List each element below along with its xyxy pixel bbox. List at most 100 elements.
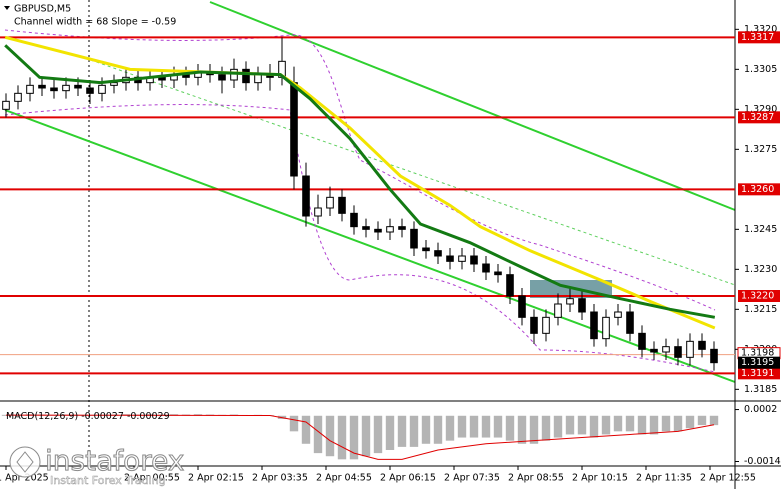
level-label-box [738,367,780,380]
y-tick-label: 1.3230 [744,264,777,275]
candle-body [290,82,298,177]
candle-body [350,212,358,228]
macd-tick-label: -0.00147 [744,456,781,467]
logo-mark [16,451,34,473]
macd-bar [661,415,671,432]
y-tick-label: 1.3185 [744,384,777,395]
macd-bar [409,415,419,447]
level-label-box [738,290,780,302]
macd-signal [5,414,715,460]
candle-body [590,311,598,340]
chart-subtitle: Channel width = 68 Slope = -0.59 [14,17,176,28]
watermark-brand: instaforex [45,444,184,477]
y-tick-label: 1.3320 [744,24,777,35]
macd-bar [685,415,695,429]
level-label: 1.3191 [741,368,774,379]
candle-body [602,316,610,340]
candle-body [626,311,634,334]
candle-body [542,316,550,334]
candle-body [458,255,466,262]
candle-body [494,271,502,276]
macd-bar [385,415,395,450]
candle-body [98,84,106,94]
candle-body [314,207,322,217]
x-tick-label: 2 Apr 06:15 [380,473,436,484]
macd-bar [577,415,587,435]
macd-bar [373,415,383,454]
macd-main: -0.00027 [81,411,124,422]
macd-bar [457,415,467,438]
candle-body [518,295,526,318]
macd-bar [325,415,335,457]
macd-signal-value: -0.00029 [127,411,170,422]
macd-bar [289,415,299,432]
macd-bar [541,415,551,441]
candle-body [254,74,262,84]
macd-bar [349,415,359,460]
macd-bar [433,415,443,444]
y-tick-label: 1.3290 [744,104,777,115]
macd-bar [697,415,707,426]
menu-arrow [4,6,10,10]
level-label: 1.3287 [741,112,774,123]
level-label: 1.3317 [741,32,774,43]
level-label-box [738,183,780,196]
x-tick-label: 2 Apr 04:55 [316,473,372,484]
candle-body [422,247,430,252]
candle-body [530,316,538,334]
macd-bar [337,415,347,460]
channel-middle [84,57,736,286]
candle-body [374,228,382,233]
candle-body [14,92,22,102]
candle-body [26,84,34,94]
macd-bar [625,415,635,432]
candle-body [470,255,478,265]
channel-upper [209,1,736,211]
candle-body [710,348,718,364]
candle-body [434,250,442,257]
x-tick-label: 2 Apr 03:35 [252,473,308,484]
candle-body [578,298,586,313]
candle-body [686,340,694,358]
x-tick-label: 2 Apr 08:55 [508,473,564,484]
y-tick-label: 1.3245 [744,224,777,235]
macd-bar [613,415,623,432]
macd-bar [361,415,371,457]
macd-name: MACD(12,26,9) [6,411,78,422]
candle-body [302,175,310,217]
candle-body [410,228,418,249]
y-tick-label: 1.3305 [744,64,777,75]
bid-label: 1.3198 [741,348,774,359]
macd-bar [445,415,455,441]
x-tick-label: 2 Apr 12:55 [700,473,756,484]
candle-body [86,87,94,94]
candle-body [50,87,58,92]
candle-body [38,84,46,89]
candle-body [614,311,622,318]
candle-body [650,348,658,353]
macd-bar [529,415,539,444]
candle-body [482,263,490,273]
level-label-box [738,111,780,124]
x-tick-label: 2 Apr 02:15 [188,473,244,484]
candle-body [674,346,682,358]
macd-bar [709,415,719,426]
logo [9,446,41,478]
channel-lower [4,109,736,383]
macd-title: MACD(12,26,9) -0.00027 -0.00029 [6,411,170,422]
watermark: instaforex Instant Forex Trading [9,444,185,487]
candle-body [698,340,706,350]
candle-body [398,226,406,230]
x-tick-label: 2 Apr 11:35 [636,473,692,484]
macd-bar [601,415,611,435]
candle-body [386,226,394,233]
chart-title: GBPUSD,M5 [14,4,71,15]
candle-body [74,84,82,89]
macd-bar [421,415,431,444]
level-label: 1.3260 [741,184,774,195]
price-label-box [738,356,780,369]
x-tick-label: 2 Apr 10:15 [572,473,628,484]
macd-bar [673,415,683,432]
